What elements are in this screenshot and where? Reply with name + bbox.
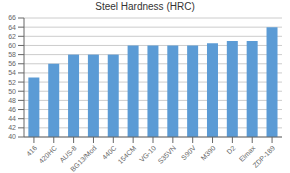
svg-text:Elmax: Elmax — [238, 144, 257, 163]
svg-text:D2: D2 — [225, 144, 236, 155]
svg-text:60: 60 — [8, 42, 16, 49]
svg-text:S90V: S90V — [180, 144, 197, 161]
svg-text:S35VN: S35VN — [156, 144, 177, 165]
svg-text:50: 50 — [8, 88, 16, 95]
svg-text:66: 66 — [8, 14, 16, 21]
svg-text:VG-10: VG-10 — [138, 144, 157, 163]
svg-text:BG13/Mod: BG13/Mod — [69, 144, 98, 173]
svg-text:54: 54 — [8, 69, 16, 76]
svg-text:48: 48 — [8, 97, 16, 104]
svg-text:42: 42 — [8, 124, 16, 131]
svg-text:52: 52 — [8, 79, 16, 86]
svg-text:440C: 440C — [101, 144, 118, 161]
svg-text:ZDP-189: ZDP-189 — [252, 144, 277, 169]
svg-text:M390: M390 — [199, 144, 216, 161]
svg-text:AUS-8: AUS-8 — [58, 144, 78, 164]
svg-text:44: 44 — [8, 115, 16, 122]
svg-text:154CM: 154CM — [116, 144, 137, 165]
html-text:Steel Hardness (HRC): Steel Hardness (HRC) — [95, 1, 195, 12]
svg-text:58: 58 — [8, 51, 16, 58]
svg-text:62: 62 — [8, 33, 16, 40]
svg-text:64: 64 — [8, 24, 16, 31]
svg-text:46: 46 — [8, 106, 16, 113]
svg-text:40: 40 — [8, 133, 16, 140]
svg-text:416: 416 — [25, 144, 38, 157]
svg-text:56: 56 — [8, 60, 16, 67]
svg-text:420HC: 420HC — [38, 144, 58, 164]
